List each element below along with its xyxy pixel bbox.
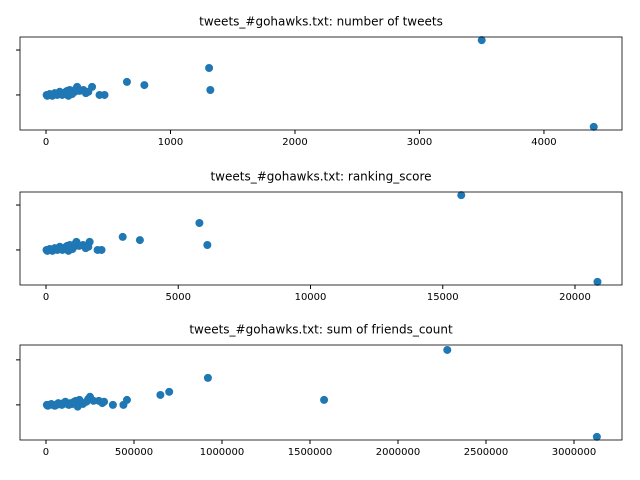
point bbox=[206, 86, 215, 95]
axes-frame bbox=[19, 36, 623, 131]
point bbox=[89, 396, 98, 405]
point bbox=[84, 242, 93, 251]
axes-frame bbox=[19, 191, 623, 286]
x-tick-label: 10000 bbox=[295, 292, 327, 303]
x-tick-label: 4000 bbox=[531, 137, 556, 148]
point bbox=[457, 191, 466, 200]
point bbox=[118, 232, 127, 241]
x-tick-label: 1500000 bbox=[288, 447, 333, 458]
x-tick-label: 2000000 bbox=[376, 447, 421, 458]
point bbox=[156, 390, 165, 399]
point bbox=[477, 36, 486, 45]
chart-title: tweets_#gohawks.txt: ranking_score bbox=[210, 170, 431, 184]
point bbox=[78, 399, 87, 408]
point bbox=[205, 64, 214, 72]
x-tick-label: 1000000 bbox=[200, 447, 245, 458]
x-tick-label: 500000 bbox=[115, 447, 153, 458]
x-tick-label: 5000 bbox=[166, 292, 191, 303]
x-tick-label: 2000 bbox=[282, 137, 307, 148]
point bbox=[119, 400, 128, 409]
x-tick-label: 1000 bbox=[158, 137, 183, 148]
x-tick-label: 15000 bbox=[427, 292, 459, 303]
point bbox=[195, 219, 204, 227]
point bbox=[75, 86, 84, 95]
point bbox=[593, 277, 602, 286]
chart-title: tweets_#gohawks.txt: sum of friends_coun… bbox=[189, 323, 453, 337]
point bbox=[95, 90, 104, 99]
point bbox=[100, 397, 109, 406]
x-tick-label: 2500000 bbox=[464, 447, 509, 458]
x-tick-label: 0 bbox=[43, 137, 49, 148]
point bbox=[592, 432, 601, 441]
x-tick-label: 3000000 bbox=[552, 447, 597, 458]
point bbox=[203, 241, 212, 250]
x-tick-label: 0 bbox=[43, 447, 49, 458]
point bbox=[93, 245, 102, 254]
chart-title: tweets_#gohawks.txt: number of tweets bbox=[199, 15, 443, 29]
point bbox=[165, 387, 174, 396]
point bbox=[140, 81, 149, 90]
point bbox=[108, 400, 117, 409]
point bbox=[443, 345, 452, 354]
point bbox=[135, 236, 144, 245]
x-tick-label: 0 bbox=[43, 292, 49, 303]
point bbox=[75, 241, 84, 250]
x-tick-label: 20000 bbox=[559, 292, 591, 303]
x-tick-label: 3000 bbox=[407, 137, 432, 148]
point bbox=[122, 77, 131, 86]
point bbox=[84, 87, 93, 96]
point bbox=[203, 373, 212, 382]
axes-frame bbox=[19, 344, 623, 441]
point bbox=[320, 395, 329, 404]
point bbox=[589, 122, 598, 131]
